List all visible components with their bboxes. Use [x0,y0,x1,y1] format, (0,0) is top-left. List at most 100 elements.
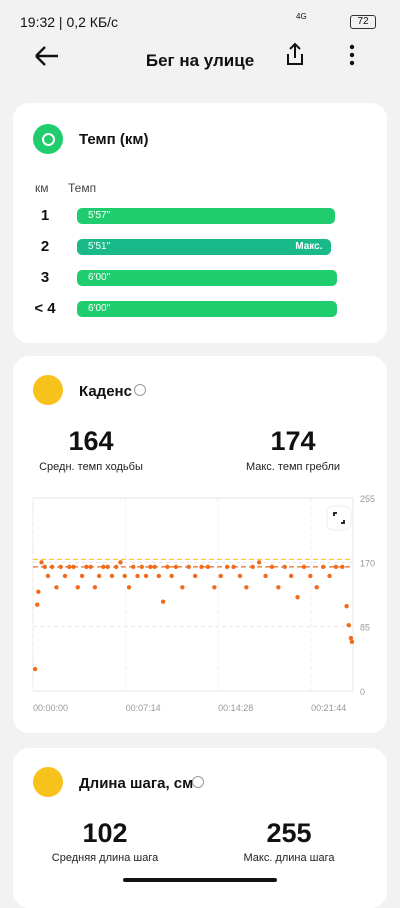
data-point [101,564,106,570]
data-point [71,564,76,570]
data-point [152,564,157,570]
pace-bar: 6'00" [77,270,337,286]
y-tick-label: 255 [360,494,375,504]
stat-label: Макс. длина шага [243,852,335,864]
header-icons [35,42,355,66]
data-point [148,564,153,570]
data-point [218,573,223,579]
section-title: Каденс [79,383,132,400]
data-point [126,585,132,590]
km-label: 1 [40,207,50,224]
data-point [92,585,98,590]
info-icon[interactable] [134,384,146,396]
data-point [79,573,85,579]
data-point [118,560,123,565]
plot-frame [32,497,354,692]
data-point [135,573,140,579]
cadence-icon [33,375,63,405]
data-point [192,573,198,579]
back-button[interactable] [35,46,58,66]
data-point [327,573,332,579]
data-point [67,564,72,570]
x-tick-label: 00:14:28 [218,703,253,713]
data-point [160,599,166,604]
pace-row: 3 6'00" [13,268,387,288]
data-point [288,573,294,579]
pace-bar: 5'57" [77,208,335,224]
data-point [212,585,217,590]
data-point [88,564,93,570]
data-point [96,573,102,579]
pace-label: 5'51" [88,241,111,252]
data-point [199,564,204,570]
data-point [263,573,268,579]
y-tick-label: 170 [360,558,375,568]
home-indicator [123,878,277,882]
stat-label: Средняя длина шага [51,852,159,864]
pace-row: 2 5'51" Макс. [13,237,387,257]
data-point [346,622,351,628]
stat-label: Средн. темп ходьбы [39,461,143,473]
data-point [308,573,313,579]
data-point [186,564,191,570]
data-point [75,585,81,590]
data-point [320,564,326,570]
data-point [348,635,354,641]
data-point [205,564,211,570]
info-icon[interactable] [192,776,204,788]
data-point [58,564,63,570]
pace-row: 1 5'57" [13,206,387,226]
data-point [169,573,174,579]
pace-icon [33,124,63,154]
data-point [114,564,119,570]
data-point [340,564,345,570]
pace-label: 6'00" [88,303,111,314]
cadence-chart: 0 85 170 255 00:00:00 00:07:14 00:14:28 00:21:4… [32,494,375,713]
data-point [344,604,349,609]
data-point [109,573,115,579]
more-button[interactable] [349,44,355,66]
status-network: 4G [296,12,307,21]
data-point [39,560,44,565]
stat-label: Макс. темп гребли [245,461,341,473]
data-point [301,564,307,570]
data-point [32,666,38,672]
data-point [36,589,41,595]
column-header: Темп [68,181,97,195]
page-title: Бег на улице [145,51,255,70]
data-point [143,573,149,579]
data-point [349,639,355,645]
km-label: < 4 [34,300,56,317]
stat-value: 174 [270,426,316,456]
cadence-card: Каденс 164 Средн. темп ходьбы 174 Макс. … [13,356,387,733]
pace-bar: 6'00" [77,301,337,317]
data-point [333,564,339,570]
km-label: 3 [40,269,50,286]
battery: 72 [350,15,376,29]
data-point [256,560,262,565]
data-point [295,594,300,600]
expand-button[interactable] [326,505,352,531]
data-point [42,564,47,570]
pace-card: Темп (км) км Темп 1 5'57" 2 5'51" Макс. 3 6'00… [13,103,387,343]
data-point [45,573,51,579]
data-point [173,564,179,570]
pace-row: < 4 6'00" [13,299,387,319]
stride-icon [33,767,63,797]
data-point [269,564,275,570]
data-point [314,585,319,590]
x-tick-label: 00:21:44 [311,703,346,713]
data-point [139,564,144,570]
share-button[interactable] [287,42,303,65]
data-point [156,573,162,579]
data-point [224,564,230,570]
data-point [131,564,136,570]
stat-value: 255 [266,818,312,848]
stat-value: 102 [82,818,128,848]
data-point [276,585,281,590]
data-point [105,564,110,570]
data-point [237,573,243,579]
y-tick-label: 85 [360,623,370,633]
data-point [282,564,287,570]
pace-label: 5'57" [88,210,111,221]
